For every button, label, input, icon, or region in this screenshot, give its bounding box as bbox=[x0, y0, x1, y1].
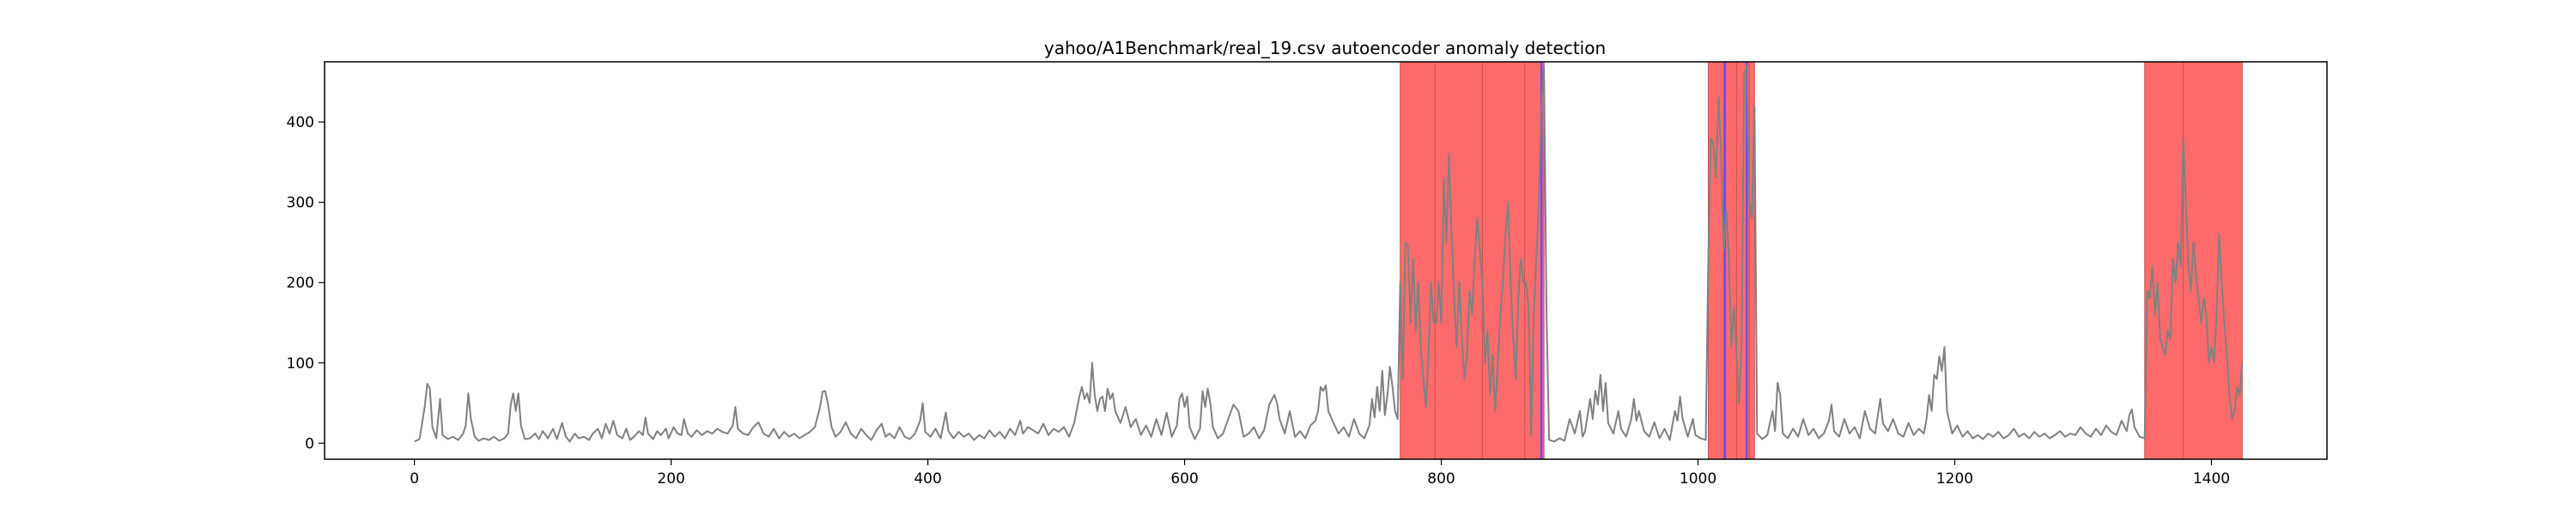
x-tick-label-1200: 1200 bbox=[1936, 470, 1973, 488]
anomaly-regions bbox=[1400, 62, 2243, 459]
anomaly-region-0 bbox=[1400, 62, 1545, 459]
series-line-0 bbox=[414, 64, 2244, 443]
y-axis: 0 100 200 300 400 bbox=[287, 114, 325, 452]
x-tick-label-1000: 1000 bbox=[1680, 470, 1716, 488]
x-tick-label-400: 400 bbox=[914, 470, 941, 488]
x-tick-label-0: 0 bbox=[410, 470, 419, 488]
y-tick-label-400: 400 bbox=[287, 114, 314, 131]
y-tick-label-300: 300 bbox=[287, 195, 314, 212]
x-tick-label-600: 600 bbox=[1170, 470, 1198, 488]
x-tick-label-800: 800 bbox=[1427, 470, 1455, 488]
anomaly-region-2 bbox=[2144, 62, 2243, 459]
plot-frame bbox=[324, 61, 2328, 460]
x-tick-label-200: 200 bbox=[657, 470, 684, 488]
x-tick-label-1400: 1400 bbox=[2193, 470, 2230, 488]
chart-title: yahoo/A1Benchmark/real_19.csv autoencode… bbox=[1044, 38, 1606, 58]
x-axis: 0 200 400 600 800 1000 1200 1400 bbox=[410, 459, 2230, 488]
y-tick-label-0: 0 bbox=[305, 435, 314, 452]
series-layer bbox=[414, 64, 2244, 443]
y-tick-label-200: 200 bbox=[287, 275, 314, 292]
y-tick-label-100: 100 bbox=[287, 355, 314, 373]
